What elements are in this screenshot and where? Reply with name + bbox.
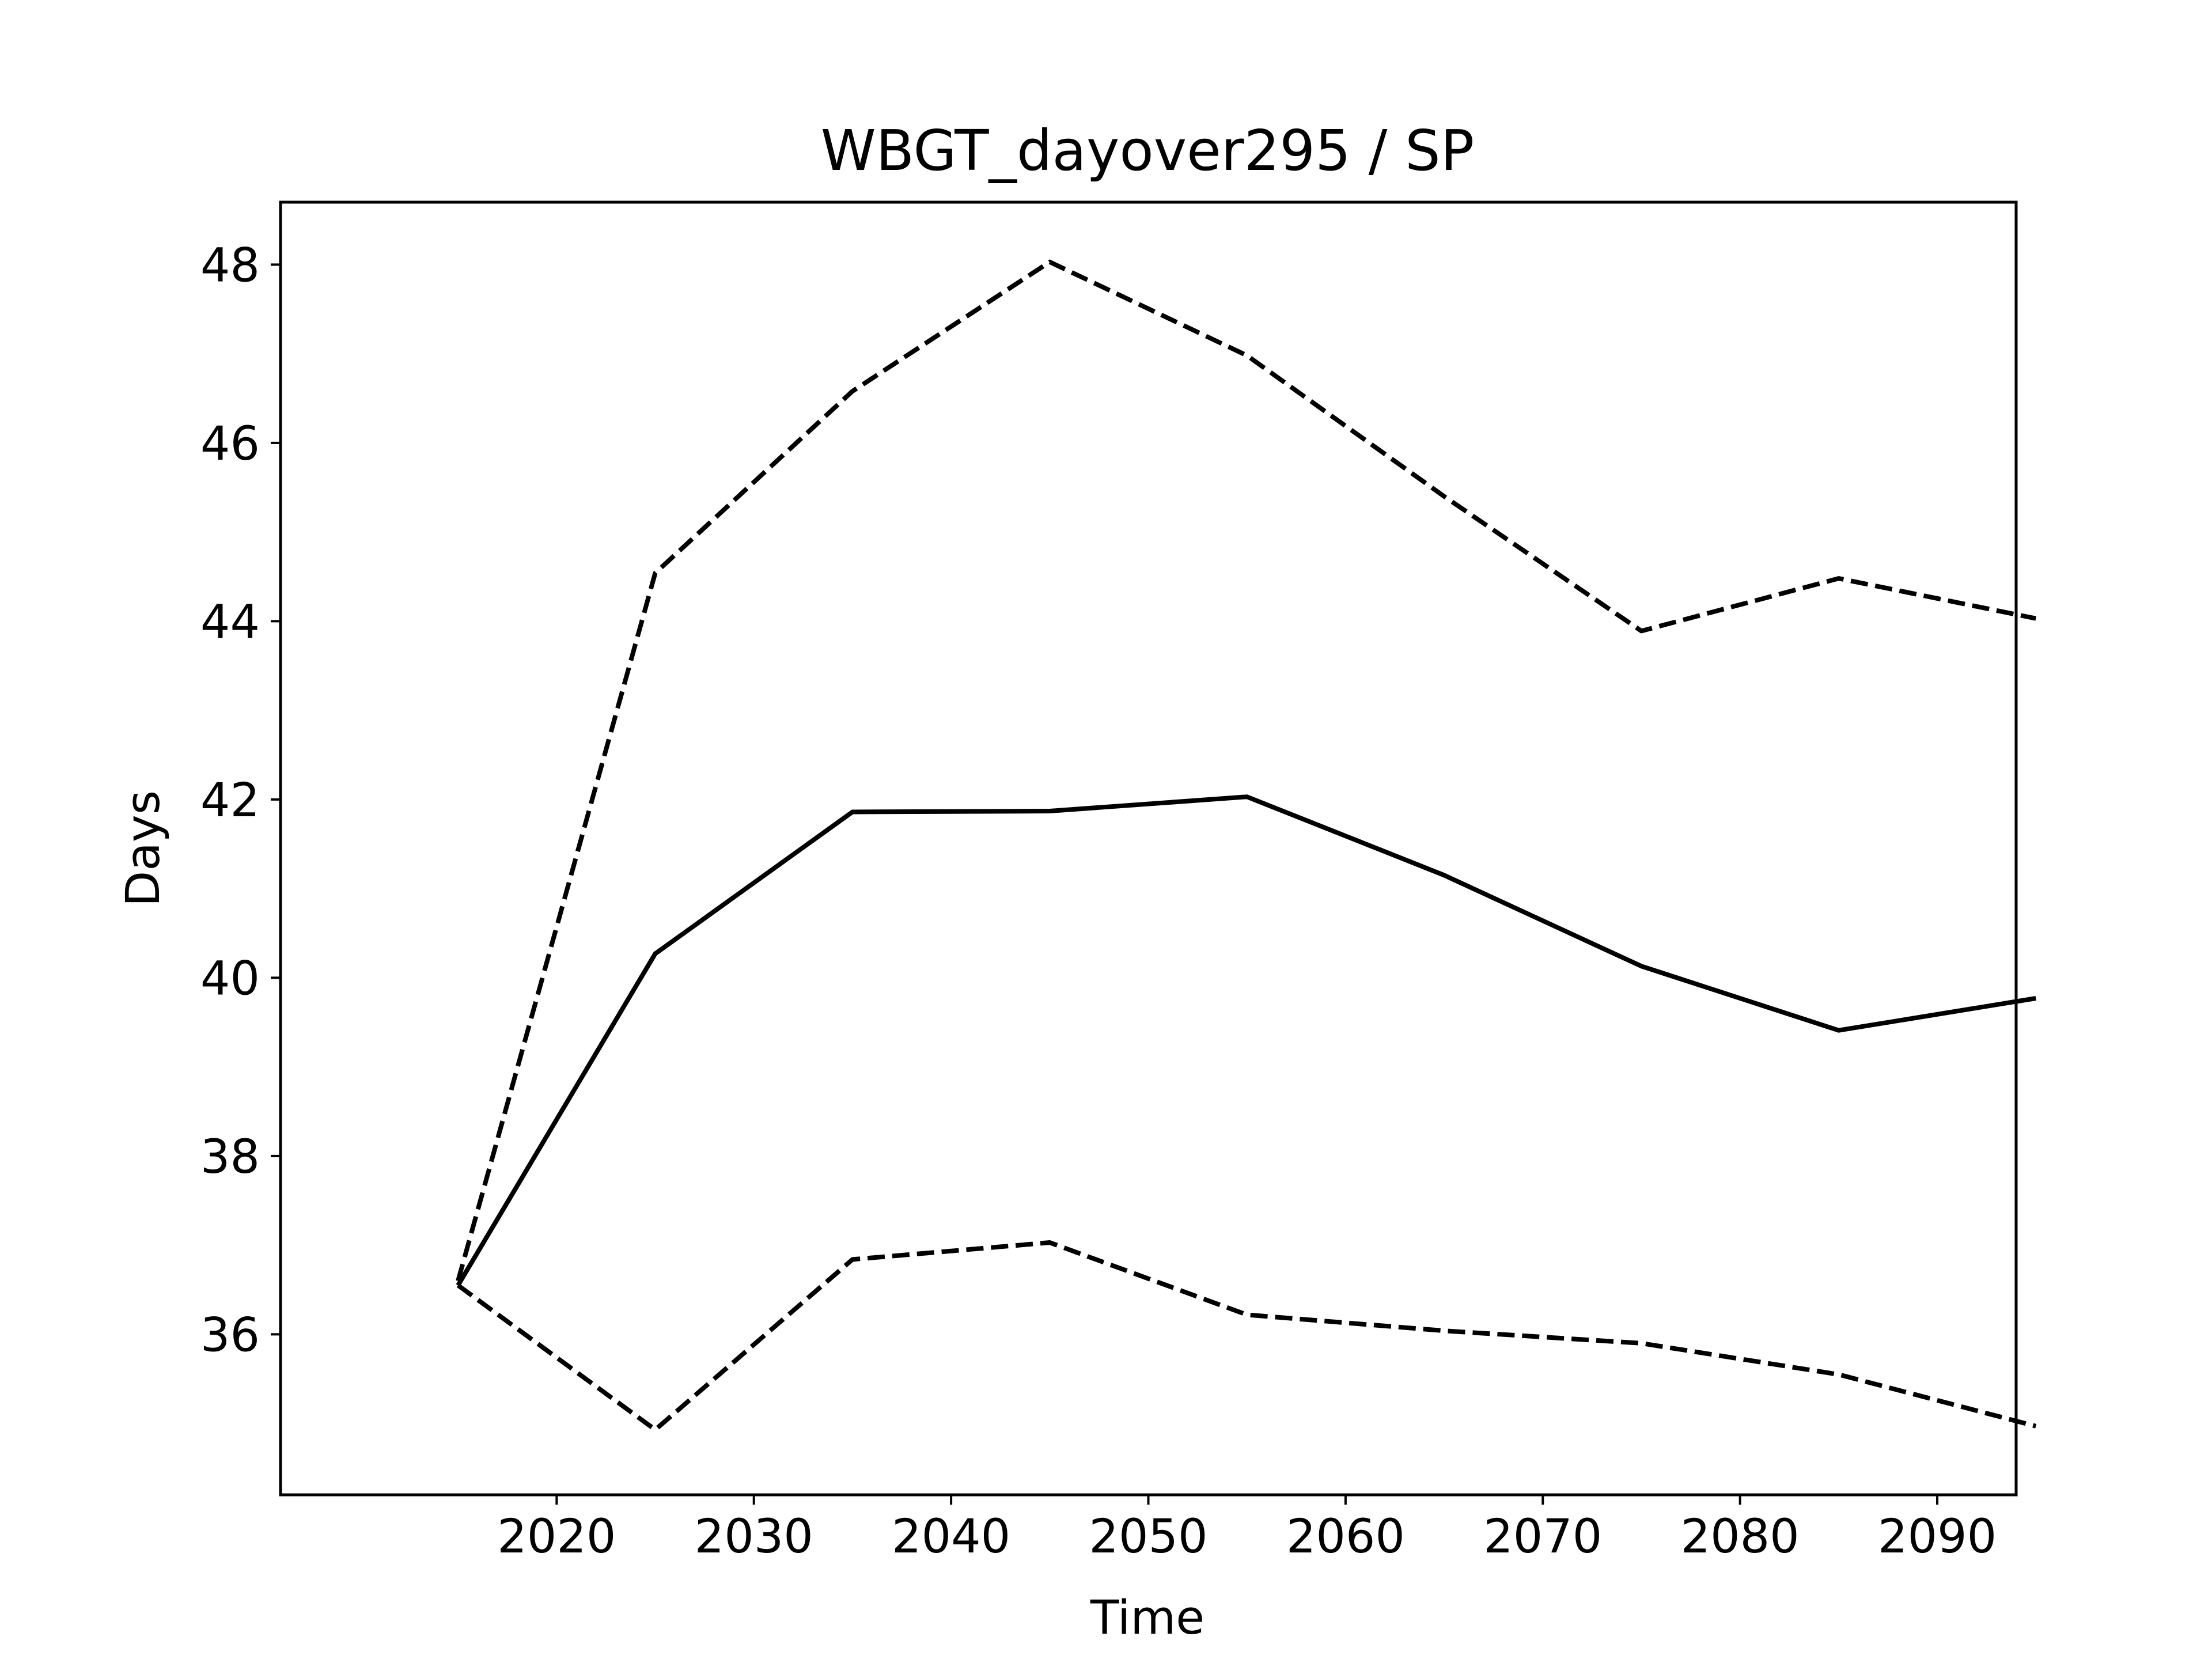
dashed-series-line-1 [456, 259, 2036, 1282]
x-tick-label: 2050 [1089, 1510, 1207, 1564]
x-tick-label: 2020 [497, 1510, 616, 1564]
y-axis-label: Days [116, 790, 171, 907]
solid-series-line [456, 794, 2036, 1287]
x-tick-label: 2030 [695, 1510, 813, 1564]
x-tick-label: 2090 [1878, 1510, 1997, 1564]
y-axis: 36 38 40 42 44 46 48 [200, 238, 281, 1362]
y-tick-label: 36 [200, 1308, 260, 1362]
y-tick-label: 46 [200, 417, 260, 471]
x-tick-label: 2060 [1286, 1510, 1405, 1564]
y-tick-label: 42 [200, 774, 260, 828]
y-tick-label: 38 [200, 1130, 260, 1184]
x-axis-label: Time [1090, 1591, 1205, 1645]
y-tick-label: 40 [200, 952, 260, 1006]
x-tick-label: 2070 [1483, 1510, 1602, 1564]
chart-title: WBGT_dayover295 / SP [821, 118, 1475, 183]
y-tick-label: 44 [200, 595, 260, 649]
x-tick-label: 2080 [1681, 1510, 1800, 1564]
x-tick-label: 2040 [892, 1510, 1010, 1564]
series-layer [456, 259, 2037, 1432]
x-axis: 2020 2030 2040 2050 2060 2070 2080 2090 [497, 1495, 1997, 1564]
y-tick-label: 48 [200, 238, 260, 293]
dashed-series-line-2 [456, 1240, 2037, 1432]
